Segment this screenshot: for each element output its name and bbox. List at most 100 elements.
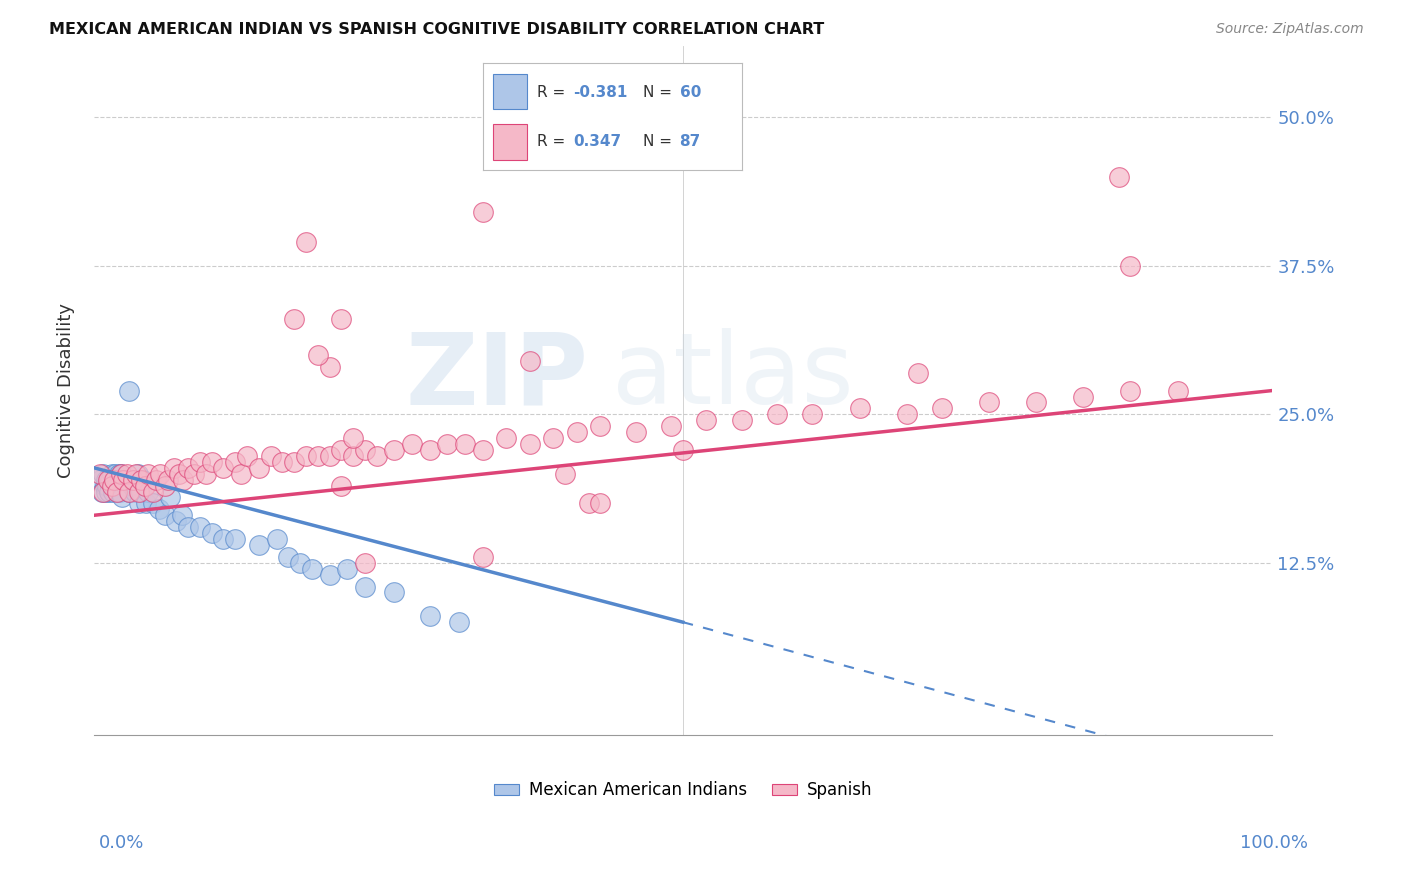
Point	[111, 491, 134, 505]
Point	[103, 478, 125, 492]
Point	[129, 484, 152, 499]
Point	[118, 484, 141, 499]
Point	[142, 496, 165, 510]
Point	[330, 442, 353, 457]
Point	[129, 473, 152, 487]
Point	[121, 473, 143, 487]
Point	[931, 401, 953, 416]
Point	[318, 567, 340, 582]
Point	[107, 484, 129, 499]
Point	[283, 455, 305, 469]
Point	[318, 359, 340, 374]
Point	[115, 473, 138, 487]
Text: MEXICAN AMERICAN INDIAN VS SPANISH COGNITIVE DISABILITY CORRELATION CHART: MEXICAN AMERICAN INDIAN VS SPANISH COGNI…	[49, 22, 824, 37]
Point	[177, 460, 200, 475]
Point	[128, 496, 150, 510]
Point	[188, 455, 211, 469]
Point	[231, 467, 253, 481]
Point	[89, 467, 111, 481]
Text: Source: ZipAtlas.com: Source: ZipAtlas.com	[1216, 22, 1364, 37]
Point	[342, 449, 364, 463]
Point	[471, 205, 494, 219]
Point	[224, 532, 246, 546]
Point	[112, 473, 135, 487]
Point	[153, 478, 176, 492]
Point	[1073, 390, 1095, 404]
Point	[382, 585, 405, 599]
Point	[295, 235, 318, 249]
Point	[419, 609, 441, 624]
Point	[247, 460, 270, 475]
Point	[766, 408, 789, 422]
Point	[266, 532, 288, 546]
Point	[149, 467, 172, 481]
Point	[277, 549, 299, 564]
Point	[100, 478, 122, 492]
Point	[172, 508, 194, 523]
Point	[401, 437, 423, 451]
Point	[132, 473, 155, 487]
Point	[307, 449, 329, 463]
Point	[589, 496, 612, 510]
Point	[295, 449, 318, 463]
Point	[979, 395, 1001, 409]
Point	[301, 562, 323, 576]
Point	[124, 484, 146, 499]
Point	[165, 514, 187, 528]
Point	[107, 478, 129, 492]
Point	[907, 366, 929, 380]
Point	[118, 484, 141, 499]
Point	[318, 449, 340, 463]
Point	[157, 473, 180, 487]
Point	[659, 419, 682, 434]
Point	[110, 467, 132, 481]
Point	[212, 460, 235, 475]
Point	[153, 508, 176, 523]
Point	[183, 467, 205, 481]
Point	[336, 562, 359, 576]
Point	[107, 467, 129, 481]
Text: atlas: atlas	[612, 328, 853, 425]
Point	[104, 467, 127, 481]
Point	[91, 484, 114, 499]
Point	[96, 478, 118, 492]
Point	[554, 467, 576, 481]
Point	[449, 615, 471, 630]
Point	[98, 484, 121, 499]
Point	[436, 437, 458, 451]
Point	[366, 449, 388, 463]
Point	[115, 467, 138, 481]
Point	[127, 467, 149, 481]
Point	[419, 442, 441, 457]
Point	[201, 526, 224, 541]
Point	[108, 473, 131, 487]
Point	[93, 478, 115, 492]
Point	[353, 442, 375, 457]
Point	[177, 520, 200, 534]
Point	[247, 538, 270, 552]
Point	[224, 455, 246, 469]
Point	[167, 467, 190, 481]
Point	[236, 449, 259, 463]
Point	[288, 556, 311, 570]
Point	[125, 467, 148, 481]
Text: 100.0%: 100.0%	[1240, 834, 1308, 852]
Point	[118, 384, 141, 398]
Point	[163, 460, 186, 475]
Point	[471, 549, 494, 564]
Point	[107, 484, 129, 499]
Point	[135, 496, 157, 510]
Point	[100, 467, 122, 481]
Legend: Mexican American Indians, Spanish: Mexican American Indians, Spanish	[486, 774, 879, 805]
Point	[353, 556, 375, 570]
Point	[103, 473, 125, 487]
Point	[121, 473, 143, 487]
Point	[382, 442, 405, 457]
Point	[471, 442, 494, 457]
Point	[100, 473, 122, 487]
Point	[142, 484, 165, 499]
Point	[578, 496, 600, 510]
Point	[801, 408, 824, 422]
Point	[330, 312, 353, 326]
Point	[1025, 395, 1047, 409]
